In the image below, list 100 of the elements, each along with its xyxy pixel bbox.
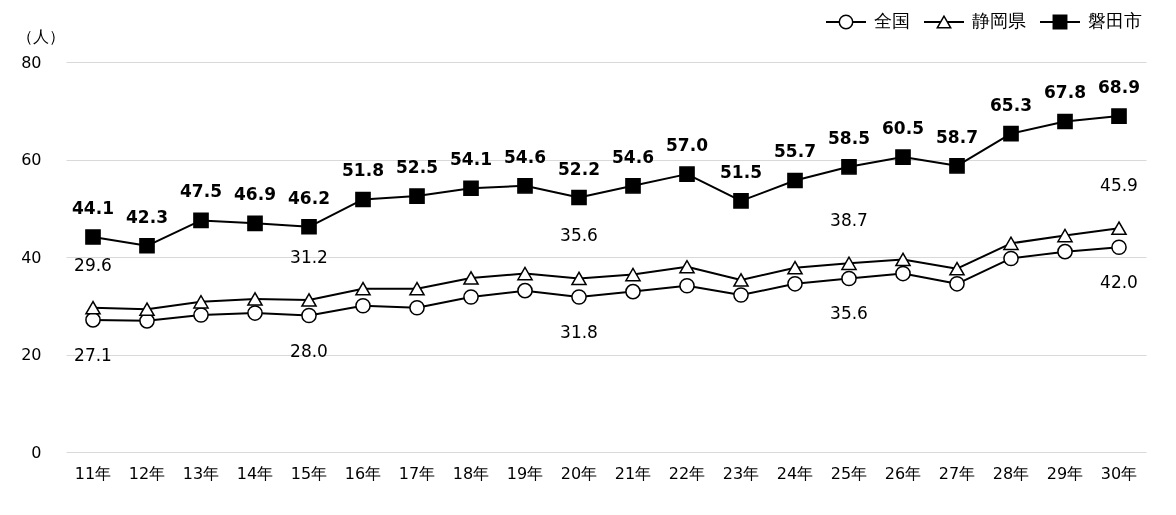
data-label: 52.5 — [396, 157, 438, 178]
x-tick-label: 25年 — [830, 464, 868, 483]
x-tick-label: 17年 — [398, 464, 436, 483]
point — [679, 166, 695, 182]
data-label: 42.3 — [126, 206, 168, 227]
point — [733, 193, 749, 209]
data-label: 35.6 — [560, 225, 598, 246]
point — [841, 270, 857, 287]
point — [571, 189, 587, 206]
data-label: 60.5 — [882, 118, 924, 139]
y-tick-label: 40 — [21, 247, 42, 267]
data-label: 51.8 — [342, 160, 384, 181]
point — [841, 158, 857, 175]
data-label: 27.1 — [74, 344, 112, 365]
point — [787, 260, 803, 275]
point — [301, 218, 317, 235]
point — [895, 149, 911, 165]
data-label: 51.5 — [720, 161, 762, 182]
x-tick-label: 18年 — [452, 464, 490, 483]
point — [1057, 113, 1073, 130]
point — [193, 307, 209, 323]
y-axis-title: （人） — [16, 26, 65, 46]
x-tick-label: 15年 — [290, 464, 328, 483]
x-tick-label: 21年 — [614, 464, 652, 483]
point — [193, 212, 209, 229]
point — [139, 237, 155, 254]
point — [571, 271, 587, 286]
x-tick-label: 29年 — [1046, 464, 1084, 483]
data-label: 54.6 — [612, 146, 654, 167]
point — [409, 188, 425, 204]
point — [949, 158, 965, 174]
x-tick-label: 12年 — [128, 464, 166, 483]
point — [85, 229, 101, 245]
data-label: 28.0 — [290, 340, 328, 361]
point — [1003, 236, 1019, 251]
point — [841, 256, 857, 271]
data-label: 31.8 — [560, 321, 598, 342]
point — [409, 281, 425, 296]
x-tick-label: 14年 — [236, 464, 274, 483]
data-label: 29.6 — [74, 254, 112, 275]
point — [193, 294, 209, 309]
point — [355, 191, 371, 208]
point — [517, 266, 533, 281]
data-label: 57.0 — [666, 135, 709, 156]
point — [301, 293, 317, 307]
x-tick-label: 28年 — [992, 464, 1030, 483]
point — [139, 302, 155, 317]
point — [247, 305, 263, 321]
y-tick-label: 60 — [21, 150, 42, 169]
data-label: 31.2 — [290, 246, 328, 267]
legend-label: 磐田市 — [1088, 10, 1142, 31]
point — [679, 277, 695, 294]
point — [1003, 250, 1019, 267]
data-label: 47.5 — [180, 181, 222, 202]
point — [625, 283, 641, 300]
point — [355, 281, 371, 296]
point — [949, 276, 965, 292]
point — [1003, 125, 1019, 142]
data-label: 46.9 — [234, 184, 276, 205]
point — [1111, 108, 1127, 124]
point — [571, 289, 587, 305]
point — [625, 267, 641, 282]
data-label: 65.3 — [990, 94, 1032, 115]
x-tick-label: 13年 — [182, 464, 220, 483]
x-tick-label: 19年 — [506, 464, 544, 483]
point — [1111, 239, 1127, 256]
data-label: 54.1 — [450, 149, 492, 170]
x-tick-label: 27年 — [938, 464, 976, 483]
x-tick-label: 16年 — [344, 464, 382, 483]
point — [1057, 243, 1073, 260]
point — [517, 282, 533, 299]
point — [247, 292, 263, 306]
x-tick-label: 23年 — [722, 464, 760, 483]
x-tick-label: 30年 — [1100, 464, 1138, 483]
x-tick-label: 20年 — [560, 464, 598, 483]
point — [895, 252, 911, 267]
point — [949, 261, 965, 276]
point — [679, 259, 695, 274]
point — [463, 180, 479, 197]
point — [1057, 228, 1073, 243]
point — [355, 297, 371, 314]
data-label: 46.2 — [288, 187, 330, 208]
point — [247, 215, 263, 232]
x-tick-label: 22年 — [668, 464, 706, 483]
point — [787, 172, 803, 189]
legend-label: 全国 — [874, 10, 910, 31]
point — [787, 276, 803, 292]
y-tick-label: 20 — [21, 345, 42, 364]
data-label: 55.7 — [774, 141, 816, 162]
point — [463, 289, 479, 305]
x-tick-label: 26年 — [884, 464, 922, 483]
data-label: 42.0 — [1100, 272, 1138, 293]
point — [409, 299, 425, 316]
data-label: 68.9 — [1098, 77, 1140, 98]
point — [733, 287, 749, 303]
x-tick-label: 11年 — [74, 464, 112, 483]
point — [625, 178, 641, 194]
data-label: 58.5 — [828, 127, 870, 148]
y-tick-label: 80 — [21, 52, 42, 72]
y-tick-label: 0 — [31, 442, 42, 462]
